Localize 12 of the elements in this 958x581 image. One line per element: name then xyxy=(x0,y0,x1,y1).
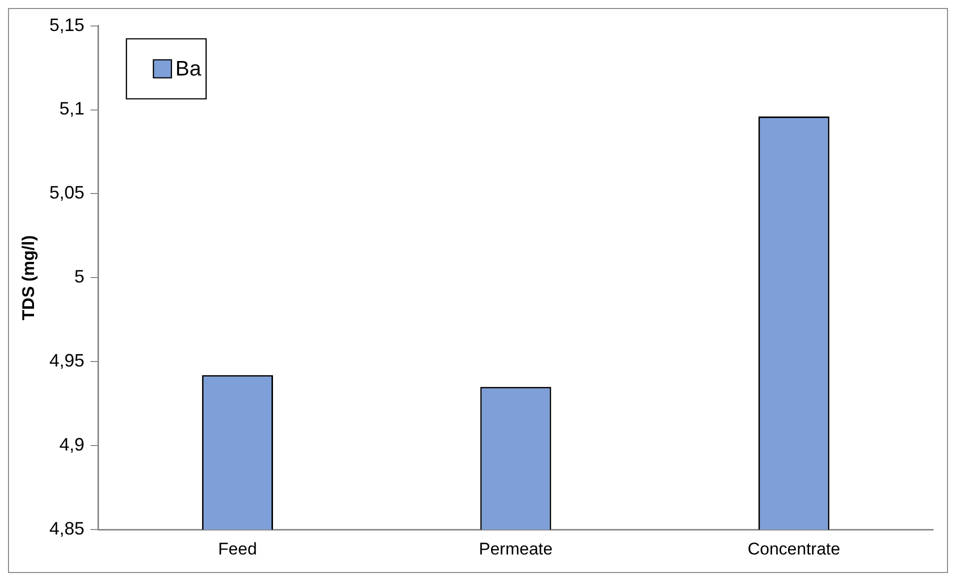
legend-label: Ba xyxy=(175,58,202,81)
y-tick-label: 5,05 xyxy=(49,182,84,203)
y-tick-label: 5 xyxy=(74,266,84,287)
x-tick-label: Permeate xyxy=(478,539,553,558)
y-tick-label: 4,95 xyxy=(49,350,84,371)
x-tick-label: Concentrate xyxy=(748,539,840,558)
y-tick-label: 4,9 xyxy=(59,434,84,455)
y-axis-title: TDS (mg/l) xyxy=(18,235,38,320)
y-tick-label: 5,1 xyxy=(59,98,84,119)
y-tick-label: 4,85 xyxy=(49,518,84,539)
y-tick-label: 5,15 xyxy=(49,14,84,35)
x-tick-label: Feed xyxy=(218,539,257,558)
